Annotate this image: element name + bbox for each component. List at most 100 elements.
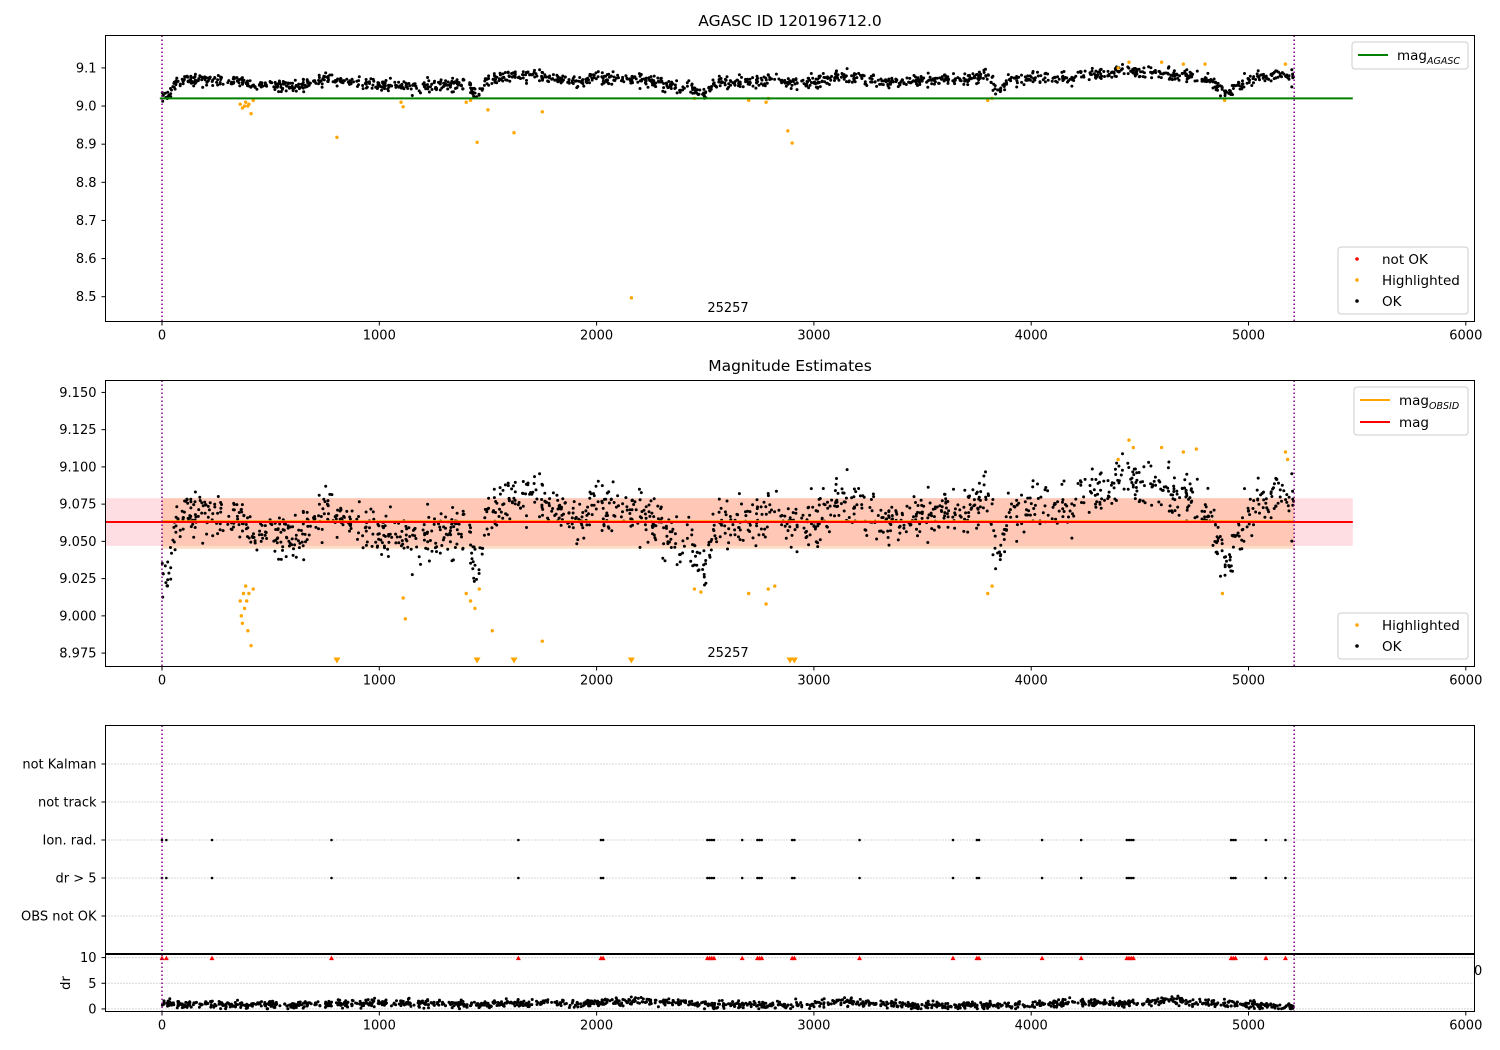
ok-point <box>430 529 434 533</box>
ok-point <box>371 510 375 514</box>
ok-point <box>1236 531 1240 535</box>
ok-point <box>1133 493 1137 497</box>
ok-point <box>737 84 740 88</box>
ok-point <box>744 80 748 84</box>
ok-point <box>733 528 737 532</box>
ok-point <box>596 70 600 74</box>
dr-point <box>1176 994 1180 998</box>
ok-point <box>1258 511 1261 515</box>
ok-point <box>690 528 694 532</box>
ok-point <box>1103 498 1106 502</box>
highlighted-point <box>1222 98 1227 103</box>
dr-point <box>935 1000 939 1004</box>
ok-point <box>438 525 442 529</box>
dr-point <box>588 999 592 1003</box>
dr-point <box>1184 998 1188 1002</box>
obsid-annotation: 25257 <box>707 646 748 661</box>
ok-point <box>646 540 650 544</box>
ok-point <box>1110 501 1114 505</box>
ok-point <box>348 515 352 519</box>
ok-point <box>898 524 902 528</box>
dr-point <box>721 1005 725 1008</box>
flag-marker <box>760 876 764 880</box>
ok-point <box>226 522 230 526</box>
ok-point <box>1247 522 1251 526</box>
ok-point <box>275 541 279 545</box>
ok-point <box>213 505 217 509</box>
ok-point <box>398 535 402 539</box>
ok-point <box>525 81 528 85</box>
ok-point <box>600 484 604 488</box>
dr-point <box>422 1006 426 1010</box>
ok-point <box>561 497 565 501</box>
ok-point <box>371 532 375 536</box>
dr-point <box>1147 1002 1151 1006</box>
ok-point <box>794 77 798 81</box>
ok-point <box>173 548 177 552</box>
ok-point <box>682 86 686 90</box>
ok-point <box>1228 88 1231 92</box>
dr-point <box>641 997 645 1001</box>
ok-point <box>172 85 176 89</box>
ok-point <box>253 539 257 543</box>
dr-point <box>1016 1005 1020 1009</box>
ok-point <box>480 552 484 556</box>
dr-point <box>1198 997 1202 1001</box>
ok-point <box>450 559 454 563</box>
dr-point <box>629 995 633 999</box>
ok-point <box>453 87 457 90</box>
ok-point <box>737 492 741 496</box>
ok-point <box>1159 76 1163 80</box>
ok-point <box>1055 80 1059 84</box>
ok-point <box>561 74 565 78</box>
ok-point <box>559 77 563 81</box>
ok-point <box>902 523 906 527</box>
ok-point <box>160 562 164 565</box>
ok-point <box>1130 481 1134 484</box>
dr-point <box>318 1004 322 1007</box>
ok-point <box>1076 70 1080 74</box>
flag-marker <box>1127 838 1131 842</box>
dr-point <box>603 998 607 1002</box>
ok-point <box>781 80 785 84</box>
dr-point <box>1014 1002 1018 1006</box>
ok-point <box>468 81 472 85</box>
flag-row-label: OBS not OK <box>21 910 97 925</box>
ok-point <box>842 73 846 77</box>
ok-point <box>341 523 345 527</box>
flag-marker <box>1234 876 1237 880</box>
ok-point <box>690 533 694 537</box>
dr-point <box>212 1005 216 1009</box>
dr-point <box>593 999 597 1003</box>
dr-point <box>218 1000 222 1004</box>
ok-point <box>1071 512 1074 516</box>
ok-point <box>638 74 642 78</box>
ok-point <box>435 545 439 549</box>
dr-point <box>1213 1002 1217 1006</box>
ok-point <box>912 515 915 519</box>
dr-point <box>1269 1003 1272 1007</box>
ok-point <box>211 512 215 516</box>
ok-point <box>667 80 671 83</box>
dr-point <box>298 1000 302 1004</box>
ok-point <box>951 79 955 83</box>
ok-point <box>408 84 412 88</box>
dr-point <box>864 999 868 1003</box>
ok-point <box>303 532 307 536</box>
ok-point <box>388 505 392 509</box>
dr-point <box>462 1002 466 1006</box>
dr-point <box>1202 1001 1205 1005</box>
dr-point <box>1288 1007 1292 1011</box>
ok-point <box>644 528 648 532</box>
flag-marker <box>1284 876 1287 880</box>
dr-point <box>1031 1003 1034 1007</box>
ok-point <box>937 525 941 528</box>
dr-point <box>832 1001 836 1005</box>
ok-point <box>1004 79 1008 83</box>
ok-point <box>868 506 872 509</box>
ok-point <box>1158 480 1162 484</box>
ok-point <box>833 514 836 518</box>
ok-point <box>759 505 763 509</box>
ok-point <box>232 77 236 81</box>
ok-point <box>472 576 476 580</box>
